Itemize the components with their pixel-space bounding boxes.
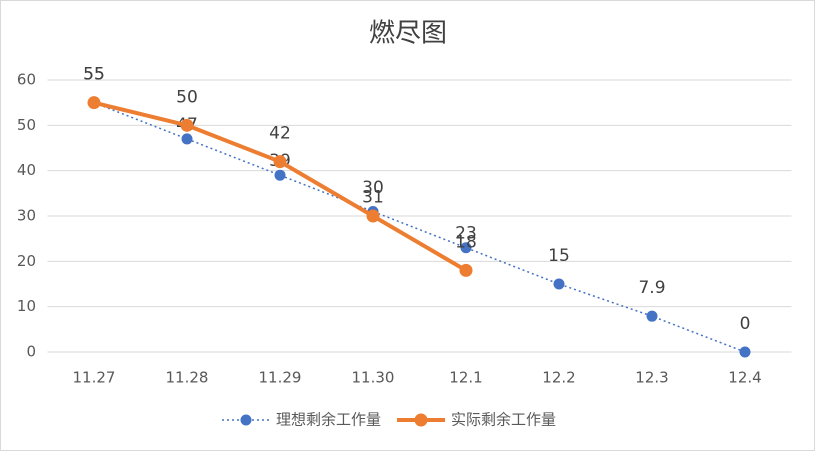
- x-tick-label: 11.30: [352, 369, 395, 387]
- x-tick-label: 11.29: [259, 369, 302, 387]
- data-point: [180, 118, 194, 132]
- value-label: 30: [362, 178, 384, 198]
- series-line: [93, 101, 746, 353]
- value-label: 18: [455, 232, 477, 252]
- y-tick-label: 50: [17, 116, 36, 134]
- data-point: [87, 96, 101, 110]
- data-point: [366, 209, 380, 223]
- data-point: [274, 169, 286, 181]
- value-label: 55: [83, 65, 105, 85]
- data-point: [459, 263, 473, 277]
- y-tick-label: 0: [26, 343, 36, 361]
- x-tick-label: 12.4: [728, 369, 761, 387]
- x-tick-label: 11.27: [73, 369, 116, 387]
- y-tick-label: 20: [17, 252, 36, 270]
- y-tick-label: 10: [17, 297, 36, 315]
- value-label: 7.9: [638, 278, 665, 298]
- legend-label: 理想剩余工作量: [276, 411, 381, 429]
- value-label: 0: [740, 314, 751, 334]
- data-point: [646, 310, 658, 322]
- legend-label: 实际剩余工作量: [451, 411, 556, 429]
- value-label: 31: [362, 187, 384, 207]
- value-label: 50: [176, 87, 198, 107]
- legend-marker: [414, 413, 428, 427]
- y-tick-label: 40: [17, 161, 36, 179]
- x-tick-label: 12.1: [449, 369, 482, 387]
- x-tick-label: 12.3: [635, 369, 668, 387]
- value-label: 23: [455, 224, 477, 244]
- data-point: [273, 155, 287, 169]
- x-tick-label: 12.2: [542, 369, 575, 387]
- value-label: 42: [269, 124, 291, 144]
- data-point: [553, 278, 565, 290]
- data-point: [181, 133, 193, 145]
- chart-title: 燃尽图: [369, 19, 447, 49]
- data-point: [739, 346, 751, 358]
- legend-marker: [240, 414, 252, 426]
- value-label: 55: [83, 65, 105, 85]
- data-point: [460, 242, 472, 254]
- y-tick-label: 30: [17, 207, 36, 225]
- value-label: 15: [548, 246, 570, 266]
- x-tick-label: 11.28: [166, 369, 209, 387]
- y-tick-label: 60: [17, 71, 36, 89]
